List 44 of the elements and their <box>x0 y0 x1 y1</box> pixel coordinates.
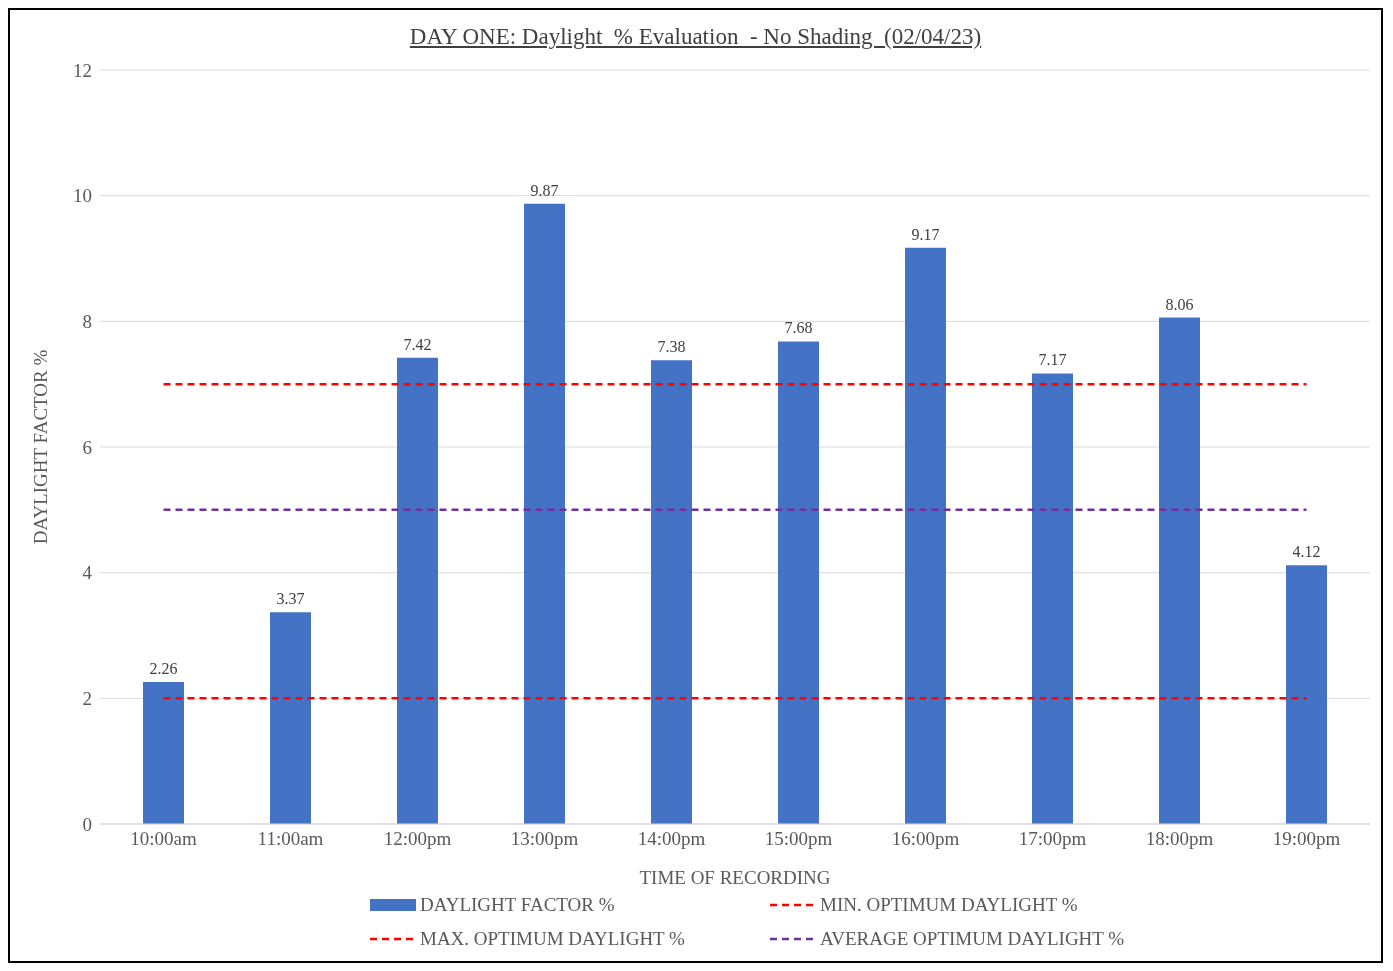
y-tick-label: 10 <box>73 185 92 207</box>
bar <box>905 247 946 824</box>
y-tick-label: 6 <box>82 436 92 458</box>
bar <box>778 341 819 824</box>
bar <box>1032 373 1073 824</box>
x-axis-title: TIME OF RECORDING <box>639 867 831 888</box>
x-tick-label: 13:00pm <box>510 828 579 850</box>
data-label: 7.68 <box>784 319 813 337</box>
bar <box>1286 565 1327 824</box>
x-tick-label: 17:00pm <box>1018 828 1087 850</box>
x-tick-label: 14:00pm <box>637 828 706 850</box>
x-tick-label: 11:00am <box>257 828 324 850</box>
bar <box>1159 317 1200 824</box>
bar <box>397 357 438 824</box>
chart-title: DAY ONE: Daylight % Evaluation - No Shading (02/04/23) <box>408 23 983 51</box>
data-label: 4.12 <box>1292 543 1321 561</box>
bar <box>270 612 311 824</box>
legend-label: AVERAGE OPTIMUM DAYLIGHT % <box>820 928 1125 950</box>
legend-label: DAYLIGHT FACTOR % <box>420 894 615 916</box>
bar <box>524 203 565 824</box>
y-tick-label: 4 <box>82 562 93 584</box>
data-label: 7.42 <box>403 335 432 353</box>
data-label: 8.06 <box>1165 295 1194 313</box>
data-label: 9.87 <box>530 181 559 199</box>
x-tick-label: 12:00pm <box>383 828 452 850</box>
x-tick-label: 10:00am <box>130 828 197 850</box>
x-tick-label: 18:00pm <box>1145 828 1214 850</box>
y-tick-label: 2 <box>82 688 92 710</box>
x-tick-label: 15:00pm <box>764 828 833 850</box>
legend-label: MAX. OPTIMUM DAYLIGHT % <box>420 928 685 950</box>
y-tick-label: 12 <box>73 59 92 81</box>
data-label: 7.38 <box>657 338 686 356</box>
data-label: 9.17 <box>911 225 940 243</box>
legend-label: MIN. OPTIMUM DAYLIGHT % <box>820 894 1078 916</box>
bar <box>143 682 184 824</box>
data-label: 7.17 <box>1038 351 1067 369</box>
y-axis-title: DAYLIGHT FACTOR % <box>29 349 51 545</box>
y-tick-label: 0 <box>82 813 92 835</box>
x-tick-label: 19:00pm <box>1272 828 1341 850</box>
data-label: 3.37 <box>276 590 305 608</box>
bar <box>651 360 692 824</box>
y-tick-label: 8 <box>82 311 92 333</box>
data-label: 2.26 <box>149 660 178 677</box>
x-tick-label: 16:00pm <box>891 828 960 850</box>
